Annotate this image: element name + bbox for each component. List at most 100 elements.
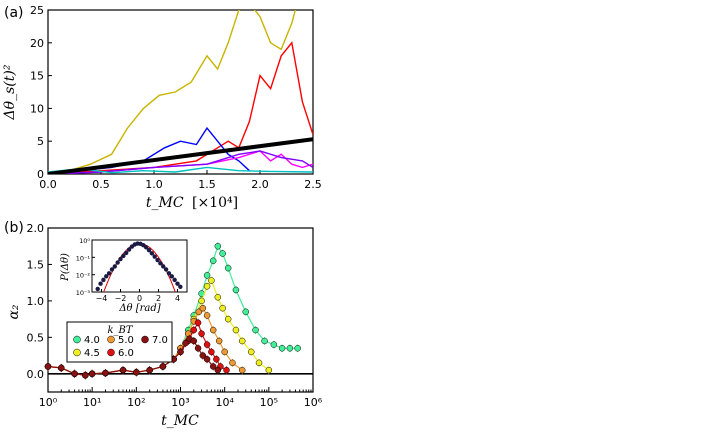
- b-xtick-label: 10²: [127, 396, 145, 409]
- a-ytick-label: 5: [37, 135, 44, 148]
- inset-xtick-label: 0: [137, 294, 142, 303]
- panel-b: (b) 10⁰ 10¹ 10² 10³ 10⁴ 10⁵ 10⁶ 0.0 0.5 1.0 1.5 2.…: [4, 220, 323, 429]
- a-xtick-label: 0.0: [39, 178, 57, 191]
- inset-point: [124, 250, 129, 256]
- b-point-7.0: [102, 369, 109, 377]
- b-point-4.0: [242, 308, 249, 316]
- inset-point: [101, 277, 106, 283]
- inset-point: [106, 271, 112, 276]
- inset-ylabel: P(Δθ): [60, 253, 71, 282]
- inset-point: [109, 267, 115, 272]
- inset-point: [172, 277, 177, 283]
- b-point-7.0: [194, 345, 202, 352]
- b-point-4.0: [270, 341, 278, 348]
- b-point-6.0: [203, 341, 211, 348]
- panel-a: (a) 0.0 0.5 1.0 1.5 2.0 2.5 0 5 10 15 20 25 t_MC […: [2, 4, 322, 211]
- inset-series: [95, 241, 183, 292]
- b-point-7.0: [146, 366, 153, 374]
- b-xtick-label: 10⁶: [304, 396, 323, 409]
- a-series-line-0: [48, 10, 297, 174]
- a-ytick-label: 10: [30, 102, 44, 115]
- legend-marker-4.0: [73, 335, 81, 344]
- legend-title: k_BT: [107, 325, 133, 336]
- legend-marker-4.5: [73, 348, 81, 357]
- inset-point: [115, 260, 120, 265]
- b-point-7.0: [199, 352, 207, 359]
- panel-b-y-ticks: 0.0 0.5 1.0 1.5 2.0: [27, 222, 52, 381]
- panel-b-x-ticks: 10⁰ 10¹ 10² 10³ 10⁴ 10⁵ 10⁶: [39, 387, 323, 409]
- b-point-4.5: [265, 366, 273, 374]
- panel-a-frame: [47, 9, 314, 175]
- inset-point: [178, 284, 183, 289]
- panel-b-series: [44, 242, 313, 380]
- b-point-5.0: [195, 308, 203, 316]
- b-point-6.0: [198, 330, 205, 337]
- a-xtick-label: 1.0: [145, 178, 163, 191]
- inset-xtick-label: 2: [156, 294, 161, 303]
- a-series-line-4: [48, 150, 313, 174]
- b-point-6.0: [194, 319, 202, 327]
- b-point-7.0: [209, 363, 217, 370]
- inset-xtick-label: 4: [175, 294, 180, 303]
- panel-a-series: [48, 10, 313, 174]
- inset-chart: −4 −2 0 2 4 10⁰ 10⁻¹ 10⁻² 10⁻³ Δθ [rad] P(Δθ): [60, 237, 188, 314]
- b-ytick-label: 0.5: [27, 331, 45, 344]
- legend-marker-5.0: [107, 335, 115, 344]
- legend-marker-7.0: [141, 335, 149, 344]
- inset-point: [146, 247, 152, 253]
- inset-point: [169, 274, 174, 279]
- b-point-7.0: [119, 366, 127, 374]
- inset-ytick-label: 10⁻³: [76, 289, 91, 297]
- panel-label-b: (b): [4, 220, 24, 236]
- a-ytick-label: 25: [30, 4, 44, 17]
- inset-point: [158, 261, 163, 266]
- inset-ytick-label: 10⁰: [79, 237, 90, 245]
- b-point-4.5: [248, 348, 255, 356]
- b-point-6.0: [208, 348, 215, 356]
- inset-frame: [91, 239, 188, 293]
- a-xtick-label: 2.5: [304, 178, 322, 191]
- inset-point: [152, 254, 157, 259]
- b-point-5.0: [221, 348, 228, 356]
- b-point-4.5: [232, 326, 240, 334]
- legend-label-6.0: 6.0: [118, 348, 134, 359]
- b-point-7.0: [88, 370, 96, 378]
- b-point-5.0: [215, 337, 223, 345]
- a-xtick-label: 0.5: [92, 178, 110, 191]
- inset-point: [118, 256, 123, 262]
- b-point-4.5: [224, 315, 232, 323]
- legend-label-4.5: 4.5: [84, 348, 100, 359]
- b-point-5.0: [238, 366, 246, 374]
- inset-ytick-label: 10⁻¹: [76, 254, 91, 262]
- b-xtick-label: 10⁰: [39, 396, 58, 409]
- b-ytick-label: 0.0: [27, 368, 45, 381]
- inset-point: [163, 267, 169, 272]
- b-ytick-label: 1.5: [27, 258, 45, 271]
- inset-point: [143, 245, 149, 250]
- inset-point: [112, 264, 118, 269]
- inset-point: [155, 257, 160, 263]
- a-ytick-label: 0: [37, 168, 44, 181]
- b-point-7.0: [82, 371, 89, 379]
- b-point-4.0: [219, 250, 226, 257]
- panel-a-x-ticks: 0.0 0.5 1.0 1.5 2.0 2.5: [39, 170, 322, 191]
- inset-point: [175, 281, 180, 286]
- inset-point: [104, 274, 109, 279]
- b-point-7.0: [214, 366, 222, 374]
- b-point-4.5: [208, 277, 215, 284]
- panel-b-xlabel: t_MC: [161, 413, 199, 429]
- b-xtick-label: 10¹: [83, 396, 101, 409]
- b-point-6.0: [223, 366, 230, 374]
- a-xtick-label: 1.5: [198, 178, 216, 191]
- a-ytick-label: 15: [30, 70, 44, 83]
- a-xtick-label: 2.0: [251, 178, 269, 191]
- b-point-7.0: [190, 337, 198, 345]
- b-point-4.0: [278, 345, 286, 352]
- b-point-4.0: [294, 345, 301, 352]
- a-ytick-label: 20: [30, 37, 44, 50]
- b-point-4.0: [261, 337, 268, 345]
- b-point-7.0: [177, 348, 184, 356]
- legend-box: [66, 321, 173, 363]
- inset-xtick-label: −4: [96, 294, 108, 303]
